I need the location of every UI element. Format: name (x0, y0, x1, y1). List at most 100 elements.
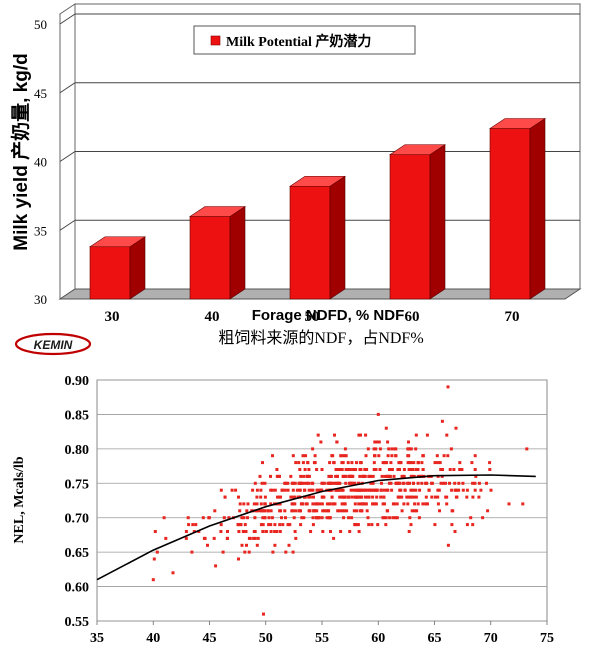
scatter-point (471, 523, 475, 527)
scatter-point (382, 495, 386, 499)
scatter-point (473, 454, 477, 458)
scatter-point (259, 488, 263, 492)
scatter-point (424, 495, 428, 499)
scatter-point (349, 488, 353, 492)
scatter-point (320, 488, 323, 492)
scatter-point (383, 488, 386, 492)
scatter-point (201, 516, 205, 520)
scatter-point (488, 461, 492, 465)
scatter-point (352, 488, 356, 492)
x-tick-label: 60 (405, 309, 420, 325)
scatter-point (245, 543, 248, 547)
scatter-point (348, 468, 352, 471)
scatter-point (256, 536, 260, 540)
scatter-point (269, 509, 273, 513)
scatter-point (307, 481, 310, 485)
scatter-point (283, 509, 287, 513)
scatter-point (347, 495, 351, 499)
scatter-point (312, 509, 316, 513)
logo-text: KEMIN (34, 338, 73, 352)
scatter-point (251, 488, 255, 492)
scatter-point (367, 474, 371, 478)
scatter-point (270, 516, 274, 520)
scatter-point (358, 488, 362, 492)
legend-label: Milk Potential 产奶潜力 (226, 33, 371, 50)
scatter-point (416, 481, 420, 485)
scatter-point (436, 461, 440, 465)
trend-line (96, 474, 536, 581)
bar-front (389, 154, 431, 300)
x-tick-label: 35 (90, 631, 104, 646)
scatter-point (348, 474, 352, 478)
scatter-point (395, 481, 399, 485)
scatter-point (402, 468, 406, 471)
scatter-point (273, 543, 277, 547)
scatter-point (315, 468, 319, 471)
scatter-point (207, 516, 211, 520)
scatter-point (457, 481, 461, 485)
scatter-point (372, 488, 375, 492)
scatter-point (278, 523, 282, 527)
scatter-point (394, 454, 398, 458)
scatter-point (355, 461, 358, 465)
scatter-point (280, 516, 283, 520)
scatter-point (357, 433, 361, 437)
scatter-point (230, 488, 234, 492)
scatter-point (212, 536, 216, 540)
scatter-point (297, 481, 301, 485)
scatter-point (184, 530, 188, 533)
scatter-point (375, 488, 379, 492)
scatter-point (374, 468, 378, 471)
scatter-point (350, 481, 354, 485)
x-tick-label: 65 (428, 631, 442, 646)
x-tick-label: 45 (203, 631, 217, 646)
scatter-point (390, 454, 394, 458)
scatter-point (335, 440, 339, 444)
scatter-point (164, 536, 168, 540)
scatter-point (479, 488, 483, 492)
scatter-point (465, 495, 469, 499)
bar-top (189, 206, 246, 217)
scatter-point (341, 474, 345, 478)
scatter-point (214, 564, 218, 568)
scatter-point (261, 530, 265, 533)
scatter-point (455, 495, 459, 499)
scatter-point (407, 440, 410, 444)
scatter-point (427, 488, 431, 492)
scatter-point (414, 433, 418, 437)
scatter-point (461, 481, 465, 485)
scatter-chart: 0.55 0.60 0.65 0.70 0.75 0.80 0.85 0.90 35 40 45 5… (12, 374, 554, 646)
scatter-point (439, 481, 443, 485)
scatter-point (352, 509, 356, 513)
scatter-point (438, 509, 441, 513)
scatter-point (291, 550, 295, 554)
scatter-point (441, 481, 445, 485)
scatter-point (424, 502, 428, 506)
scatter-point (376, 523, 380, 527)
scatter-point (243, 550, 247, 554)
scatter-point (336, 509, 340, 513)
scatter-point (276, 495, 279, 499)
scatter-point (299, 509, 302, 513)
scatter-point (343, 447, 347, 451)
scatter-point (339, 530, 343, 533)
scatter-point (238, 502, 242, 506)
scatter-plot-area (96, 379, 548, 622)
scatter-point (293, 481, 297, 485)
scatter-point (418, 488, 422, 492)
scatter-point (453, 481, 457, 485)
scatter-point (342, 502, 346, 506)
scatter-point (409, 468, 413, 471)
scatter-point (353, 502, 357, 506)
scatter-point (203, 536, 207, 540)
scatter-point (385, 488, 389, 492)
scatter-point (298, 488, 302, 492)
scatter-point (390, 488, 394, 492)
scatter-point (278, 502, 282, 506)
scatter-point (311, 523, 315, 527)
scatter-point (366, 516, 370, 520)
scatter-point (263, 481, 267, 485)
scatter-point (260, 509, 263, 513)
scatter-point (347, 481, 351, 485)
scatter-point (153, 530, 157, 533)
